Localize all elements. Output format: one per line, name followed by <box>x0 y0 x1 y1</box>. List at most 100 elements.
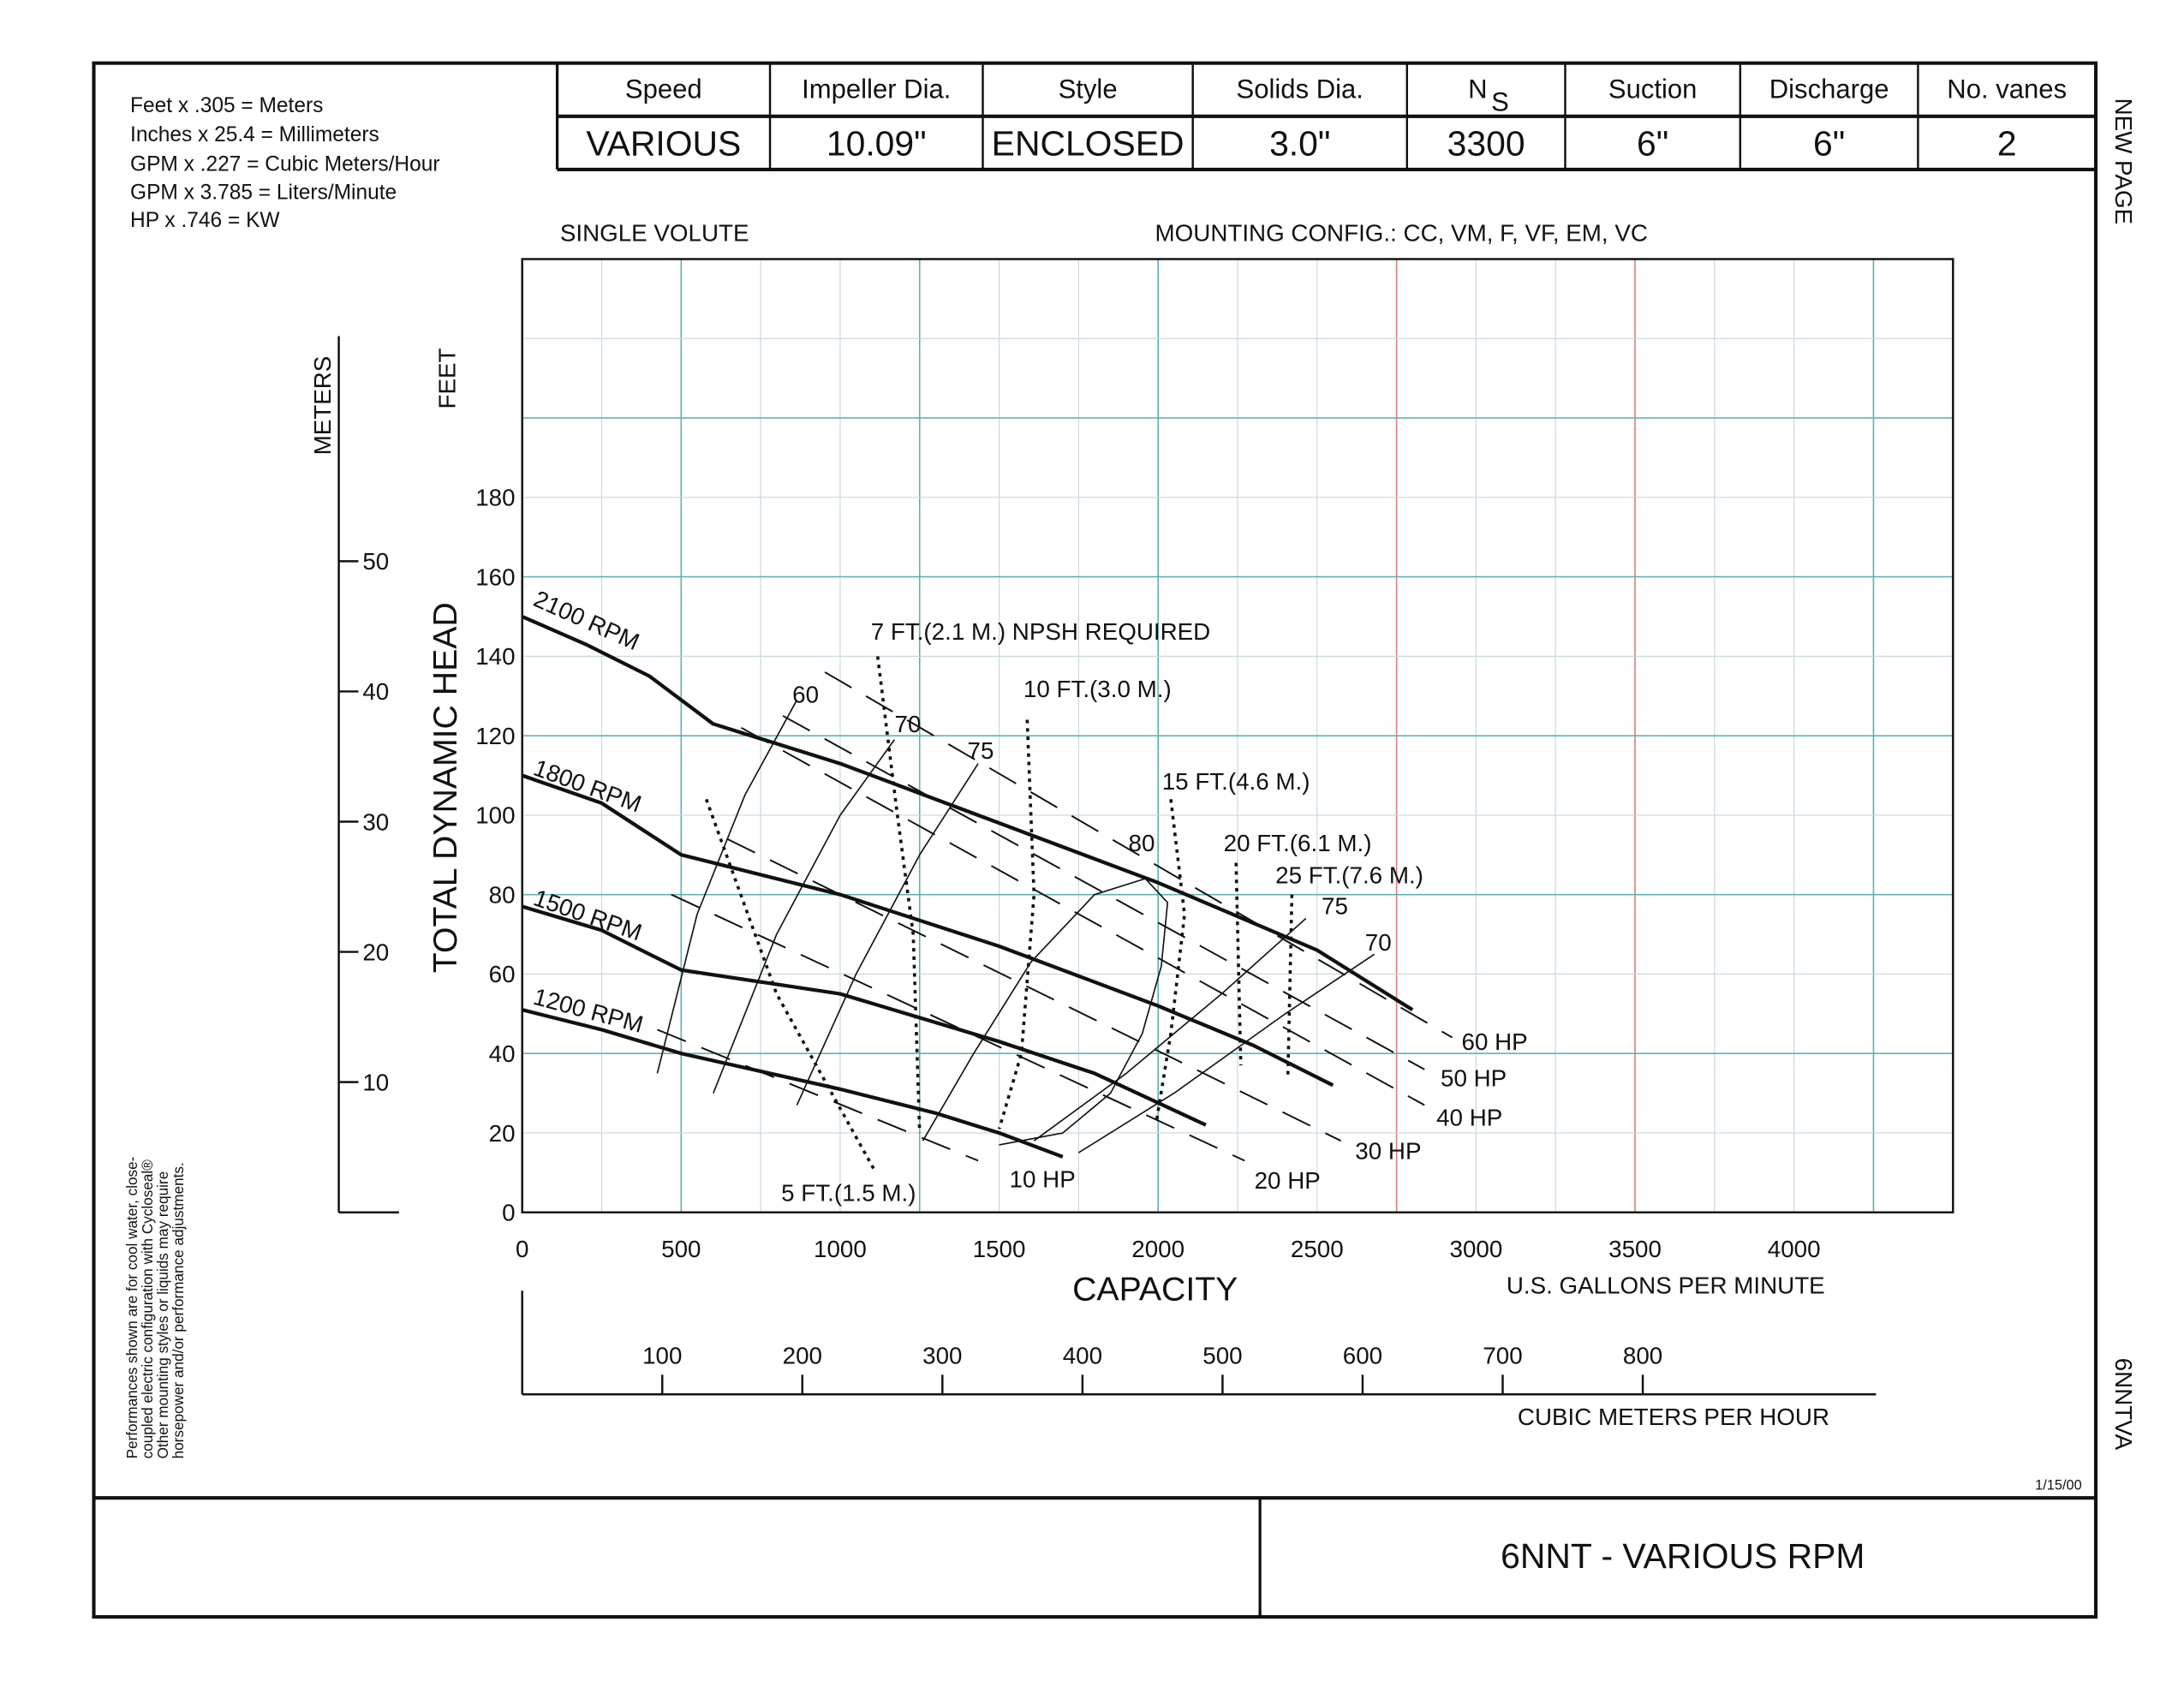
hp-line <box>726 838 1342 1142</box>
m3h-tick-label: 800 <box>1623 1342 1662 1368</box>
spec-value: 3.0" <box>1269 124 1330 164</box>
efficiency-label: 60 <box>792 682 819 708</box>
outer-frame <box>92 61 2098 1619</box>
head-curve-label: 1200 RPM <box>531 983 647 1038</box>
hp-label: 40 HP <box>1436 1104 1502 1130</box>
y-tick-label: 40 <box>489 1040 516 1067</box>
hp-label: 20 HP <box>1255 1167 1321 1194</box>
x-axis-title: CAPACITY <box>1072 1271 1238 1308</box>
efficiency-curve <box>922 878 1169 1146</box>
spec-header: Discharge <box>1769 75 1889 104</box>
spec-header: Style <box>1059 75 1118 104</box>
hp-label: 60 HP <box>1462 1028 1528 1055</box>
x2-axis-units: CUBIC METERS PER HOUR <box>1518 1404 1829 1430</box>
x-tick-label: 2500 <box>1291 1236 1344 1262</box>
conversion-line: GPM x .227 = Cubic Meters/Hour <box>130 153 440 176</box>
meters-tick-label: 40 <box>362 678 389 705</box>
m3h-tick-label: 300 <box>922 1342 962 1368</box>
m3h-tick-label: 200 <box>783 1342 822 1368</box>
spec-value: 2 <box>1997 124 2017 164</box>
disclaimer-line: Performances shown are for cool water, c… <box>123 1157 140 1459</box>
efficiency-label: 70 <box>1365 929 1392 956</box>
x-tick-label: 1500 <box>973 1236 1026 1262</box>
y-tick-label: 120 <box>475 723 515 749</box>
chart-grid <box>522 259 1954 1213</box>
hp-label: 50 HP <box>1441 1065 1507 1092</box>
npsh-label: 7 FT.(2.1 M.) NPSH REQUIRED <box>871 618 1210 645</box>
efficiency-label: 75 <box>968 737 994 764</box>
meters-tick-label: 50 <box>362 548 389 575</box>
hp-label: 30 HP <box>1355 1138 1421 1165</box>
spec-value: VARIOUS <box>586 124 741 164</box>
mounting-config: MOUNTING CONFIG.: CC, VM, F, VF, EM, VC <box>1155 219 1648 246</box>
y-axis-meters: METERS <box>309 356 336 456</box>
y-tick-label: 160 <box>475 563 515 590</box>
efficiency-label: 75 <box>1322 893 1348 920</box>
npsh-label: 10 FT.(3.0 M.) <box>1023 676 1172 702</box>
volute-label: SINGLE VOLUTE <box>560 219 749 246</box>
y-axis-feet: FEET <box>433 348 460 408</box>
y-tick-label: 100 <box>475 802 515 829</box>
x-tick-label: 4000 <box>1768 1236 1821 1262</box>
y-tick-label: 180 <box>475 485 515 511</box>
x-tick-label: 1000 <box>814 1236 867 1262</box>
spec-header: Impeller Dia. <box>802 75 951 104</box>
disclaimer-line: Other mounting styles or liquids may req… <box>154 1171 171 1459</box>
conversion-line: Feet x .305 = Meters <box>130 94 323 117</box>
meters-tick-label: 10 <box>362 1069 389 1095</box>
spec-table: Speed VARIOUS Impeller Dia. 10.09" Style ENCL… <box>555 63 2097 171</box>
npsh-curve <box>704 798 875 1170</box>
npsh-curve <box>875 656 922 1134</box>
hp-line <box>824 671 1453 1039</box>
x-tick-label: 500 <box>661 1236 701 1262</box>
spec-header: N <box>1468 75 1487 104</box>
spec-header: Solids Dia. <box>1237 75 1364 104</box>
head-curve <box>521 615 1414 1011</box>
npsh-curve <box>997 719 1036 1130</box>
efficiency-curve <box>1033 917 1307 1142</box>
m3h-tick-label: 400 <box>1063 1342 1102 1368</box>
m3h-tick-label: 500 <box>1202 1342 1242 1368</box>
x-tick-label: 0 <box>516 1236 528 1262</box>
npsh-label: 25 FT.(7.6 M.) <box>1275 862 1423 889</box>
spec-value: 6" <box>1813 124 1845 164</box>
axis-ticks: 0 500 1000 1500 2000 2500 3000 3500 4000 0 20 40 60 8… <box>337 336 1877 1396</box>
m3h-tick-label: 700 <box>1483 1342 1522 1368</box>
head-curve <box>522 1008 1064 1159</box>
efficiency-label: 80 <box>1128 830 1155 856</box>
sheet-title: 6NNT - VARIOUS RPM <box>1501 1536 1865 1576</box>
disclaimer-line: coupled electric configuration with Cycl… <box>139 1159 156 1459</box>
chart-curves <box>521 615 1453 1170</box>
npsh-label: 15 FT.(4.6 M.) <box>1162 768 1310 795</box>
y-tick-label: 80 <box>489 881 516 908</box>
conversion-line: Inches x 25.4 = Millimeters <box>130 123 379 146</box>
head-curve-label: 1500 RPM <box>530 884 645 945</box>
x-tick-label: 3500 <box>1608 1236 1662 1262</box>
conversion-line: HP x .746 = KW <box>130 209 280 232</box>
y-axis-title: TOTAL DYNAMIC HEAD <box>427 602 464 973</box>
npsh-label: 5 FT.(1.5 M.) <box>781 1180 916 1207</box>
efficiency-curve <box>1077 953 1375 1153</box>
x-tick-label: 2000 <box>1131 1236 1184 1262</box>
hp-line <box>657 1028 979 1162</box>
disclaimer: Performances shown are for cool water, c… <box>123 1157 187 1459</box>
head-curve <box>522 904 1207 1127</box>
new-page-label: NEW PAGE <box>2110 98 2137 225</box>
npsh-curve <box>1155 799 1186 1122</box>
npsh-curve <box>1286 894 1294 1078</box>
hp-label: 10 HP <box>1010 1165 1076 1192</box>
spec-value: 6" <box>1637 124 1668 164</box>
spec-header: Speed <box>625 75 702 104</box>
m3h-tick-label: 600 <box>1343 1342 1382 1368</box>
spec-header: Suction <box>1608 75 1698 104</box>
disclaimer-line: horsepower and/or performance adjustment… <box>170 1162 187 1458</box>
conversion-line: GPM x 3.785 = Liters/Minute <box>130 181 397 204</box>
spec-value: 3300 <box>1447 124 1525 164</box>
curve-labels: 2100 RPM 1800 RPM 1500 RPM 1200 RPM 60 7… <box>530 585 1528 1206</box>
meters-tick-label: 20 <box>362 939 389 965</box>
x-axis-units: U.S. GALLONS PER MINUTE <box>1507 1273 1825 1299</box>
npsh-curve <box>1234 862 1243 1066</box>
plot-area-border <box>521 258 1954 1213</box>
spec-value: ENCLOSED <box>992 124 1184 164</box>
